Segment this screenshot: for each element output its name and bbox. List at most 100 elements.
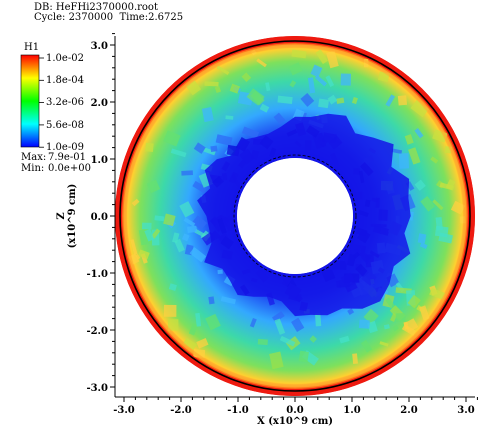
y-tick-label: -3.0 [86, 383, 108, 394]
outer-boundary-circle [119, 40, 471, 392]
field-patch [291, 49, 307, 59]
field-patch [438, 232, 453, 244]
x-tick-label: 1.0 [343, 405, 360, 416]
field-patch [398, 153, 410, 169]
field-patch [288, 62, 303, 76]
field-patch [204, 81, 219, 87]
outer-red-rim [115, 36, 475, 396]
x-tick-label: 0.0 [286, 405, 303, 416]
field-patch [187, 225, 198, 233]
field-patch [170, 148, 187, 158]
legend-color-bar [20, 54, 40, 148]
field-patch [395, 313, 406, 322]
x-axis-ticks: -3.0 -2.0 -1.0 0.0 1.0 2.0 3.0 [113, 397, 478, 416]
field-patch [214, 86, 222, 93]
y-tick-label: 3.0 [91, 41, 108, 52]
field-patch [417, 233, 427, 244]
legend-variable-name: H1 [24, 42, 40, 53]
field-patch [340, 73, 352, 86]
legend-level-2: 3.2e-06 [46, 97, 84, 108]
field-patch [210, 145, 218, 153]
field-patch [385, 94, 396, 107]
field-patch [203, 147, 216, 156]
field-patch [419, 305, 430, 321]
field-patch [392, 325, 399, 332]
legend-level-0: 1.0e-02 [46, 53, 84, 64]
legend-level-1: 1.8e-04 [46, 75, 84, 86]
field-patch [131, 198, 140, 207]
field-patch [256, 58, 267, 68]
field-patch [246, 88, 265, 106]
field-patch [439, 182, 455, 191]
field-patch [193, 142, 206, 154]
field-patch [379, 341, 389, 347]
field-patch [181, 170, 193, 176]
field-patch [309, 335, 317, 343]
field-patch [347, 308, 355, 315]
field-patch [339, 335, 350, 344]
field-patch [327, 94, 338, 105]
field-patch [272, 311, 285, 323]
legend-ticks [39, 57, 44, 148]
field-patch [265, 82, 271, 92]
field-patch [135, 253, 141, 260]
field-patch [277, 95, 293, 104]
field-patch [179, 201, 195, 218]
field-patch [351, 96, 358, 105]
field-patch [336, 97, 345, 104]
field-patch [298, 350, 309, 363]
y-axis-title-line-0: Z [56, 212, 67, 219]
field-patch [225, 115, 234, 120]
y-axis-title: Z(x10^9 cm) [56, 184, 78, 249]
field-patch [273, 112, 286, 125]
field-patch [163, 213, 176, 227]
y-tick-label: -2.0 [86, 326, 108, 337]
field-patch [189, 247, 207, 263]
y-tick-label: 1.0 [91, 155, 108, 166]
field-patch [430, 156, 439, 164]
x-tick-label: -1.0 [227, 405, 249, 416]
field-patch [145, 142, 154, 153]
field-patch [300, 92, 315, 107]
field-patch [188, 323, 199, 336]
legend-max-label: Max: [21, 152, 47, 163]
field-patch [220, 296, 236, 305]
outer-orange-band [123, 44, 467, 388]
field-patch [146, 179, 161, 194]
field-patch [241, 126, 260, 139]
x-axis-title: X (x10^9 cm) [257, 416, 333, 427]
field-patch [325, 75, 335, 87]
legend-level-3: 5.6e-08 [46, 120, 84, 131]
field-patch [407, 294, 421, 309]
field-patch [420, 195, 436, 212]
field-patch [318, 98, 330, 109]
field-patch [367, 320, 378, 334]
field-patch [401, 324, 417, 336]
field-patch [208, 296, 215, 305]
field-patch [172, 232, 180, 243]
field-patch [194, 228, 208, 239]
y-axis-ticks: 3.0 2.0 1.0 0.0 -1.0 -2.0 -3.0 [86, 33, 115, 394]
field-patch [163, 130, 181, 147]
field-patch [168, 283, 177, 292]
field-patch [289, 80, 297, 88]
field-patch [450, 200, 466, 215]
field-patch [410, 99, 429, 118]
field-patch [167, 319, 179, 331]
field-patch [307, 77, 316, 94]
field-patch [215, 134, 233, 146]
field-patch [257, 338, 268, 346]
field-patch [429, 287, 446, 300]
field-patch [314, 75, 328, 87]
database-label: DB: HeFHi2370000.root [34, 2, 158, 13]
field-patch [315, 49, 329, 65]
y-tick-label: 2.0 [91, 98, 108, 109]
x-tick-label: -2.0 [170, 405, 192, 416]
field-patch [274, 318, 286, 335]
x-tick-label: 2.0 [400, 405, 417, 416]
legend-min-value: 0.0e+00 [48, 163, 91, 174]
field-patch [191, 215, 208, 231]
field-patch [326, 50, 339, 69]
y-axis-title-line-1: (x10^9 cm) [67, 184, 78, 249]
